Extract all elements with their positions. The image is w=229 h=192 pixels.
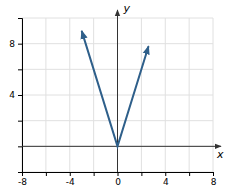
tick-label: 0 bbox=[115, 177, 121, 187]
tick: 4 bbox=[9, 90, 22, 100]
tick: -8 bbox=[18, 172, 27, 187]
tick: 0 bbox=[115, 172, 121, 187]
y-axis: 48 bbox=[9, 19, 22, 173]
tick-mark bbox=[141, 172, 142, 176]
zero-axes bbox=[22, 10, 221, 172]
tick bbox=[18, 172, 22, 173]
tick-mark bbox=[94, 172, 95, 176]
tick bbox=[46, 172, 47, 176]
tick: 8 bbox=[211, 172, 217, 187]
tick-label: 8 bbox=[9, 39, 15, 49]
tick-mark bbox=[118, 172, 119, 176]
tick-mark bbox=[18, 146, 22, 147]
line bbox=[82, 31, 149, 146]
y-label: y bbox=[123, 2, 131, 15]
tick bbox=[18, 121, 22, 122]
tick-mark bbox=[18, 172, 22, 173]
tick bbox=[18, 18, 22, 19]
tick bbox=[189, 172, 190, 176]
tick-mark bbox=[18, 18, 22, 19]
plot: -8-404848xy bbox=[9, 2, 224, 187]
chart: -8-404848xy bbox=[0, 0, 229, 192]
axis-line bbox=[18, 19, 23, 173]
tick-mark bbox=[165, 172, 166, 176]
tick-mark bbox=[18, 44, 22, 45]
x-axis: -8 -4 0 4 8 bbox=[18, 172, 217, 187]
tick-label: 4 bbox=[9, 90, 15, 100]
tick-label: -4 bbox=[66, 177, 75, 187]
tick bbox=[141, 172, 142, 176]
x-label: x bbox=[216, 148, 224, 161]
axis-line bbox=[23, 173, 214, 177]
tick-label: -8 bbox=[18, 177, 27, 187]
x-zero-axis bbox=[22, 146, 221, 147]
tick: 4 bbox=[163, 172, 169, 187]
marks bbox=[82, 31, 149, 146]
tick bbox=[18, 146, 22, 147]
tick-mark bbox=[18, 95, 22, 96]
tick bbox=[18, 69, 22, 70]
tick: 8 bbox=[9, 39, 22, 49]
tick-label: 4 bbox=[163, 177, 169, 187]
tick-mark bbox=[18, 121, 22, 122]
tick-mark bbox=[189, 172, 190, 176]
tick-mark bbox=[213, 172, 214, 176]
tick-mark bbox=[70, 172, 71, 176]
tick: -4 bbox=[66, 172, 75, 187]
tick-mark bbox=[18, 69, 22, 70]
tick-mark bbox=[46, 172, 47, 176]
tick-label: 8 bbox=[211, 177, 217, 187]
tick bbox=[94, 172, 95, 176]
